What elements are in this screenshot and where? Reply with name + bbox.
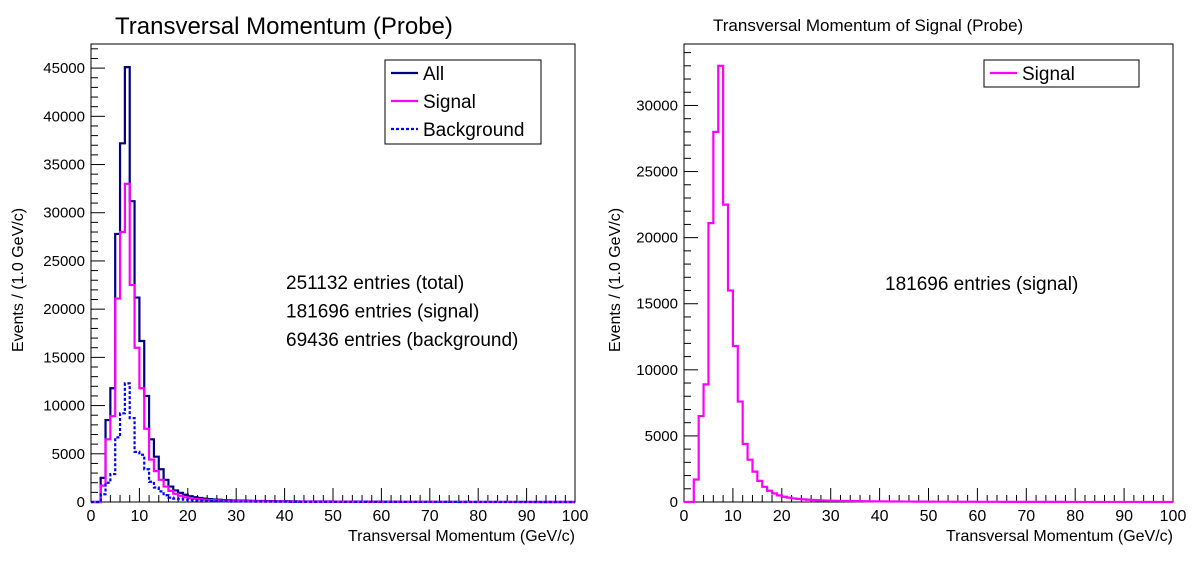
y-tick-label: 10000: [636, 362, 678, 379]
x-axis-label: Transversal Momentum (GeV/c): [348, 528, 575, 545]
x-tick-label: 60: [373, 508, 391, 525]
x-tick-label: 80: [469, 508, 487, 525]
y-tick-label: 20000: [43, 301, 85, 318]
y-axis-label: Events / (1.0 GeV/c): [10, 208, 27, 352]
legend-label-signal: Signal: [1022, 64, 1075, 85]
legend-label-signal: Signal: [423, 92, 476, 113]
x-tick-label: 70: [421, 508, 439, 525]
plot-frame: [683, 43, 1174, 503]
y-axis-label: Events / (1.0 GeV/c): [607, 208, 624, 352]
x-tick-label: 10: [724, 508, 742, 525]
y-tick-label: 10000: [43, 398, 85, 415]
entries-annotation: 181696 entries (signal): [286, 302, 479, 323]
x-tick-label: 80: [1066, 508, 1084, 525]
x-tick-label: 100: [562, 508, 589, 525]
x-tick-label: 20: [179, 508, 197, 525]
x-tick-label: 60: [969, 508, 987, 525]
x-tick-label: 40: [871, 508, 889, 525]
legend-label-background: Background: [423, 120, 524, 141]
y-tick-label: 15000: [43, 349, 85, 366]
x-tick-label: 0: [680, 508, 689, 525]
x-tick-label: 50: [324, 508, 342, 525]
y-tick-label: 0: [77, 494, 85, 511]
x-tick-label: 30: [227, 508, 245, 525]
panel-signal: 0 10 20 30 40 50 60 70 80 90 100 0 5000 10000 15000 200…: [607, 16, 1186, 545]
x-tick-label: 90: [518, 508, 536, 525]
chart-title: Transversal Momentum (Probe): [115, 13, 453, 40]
x-tick-label: 30: [822, 508, 840, 525]
series-signal-histogram: [684, 64, 1173, 504]
entries-annotation: 69436 entries (background): [286, 330, 518, 351]
x-tick-label: 90: [1115, 508, 1133, 525]
y-tick-label: 35000: [43, 157, 85, 174]
x-tick-label: 0: [87, 508, 96, 525]
x-tick-label: 40: [276, 508, 294, 525]
chart-title: Transversal Momentum of Signal (Probe): [713, 16, 1023, 35]
x-tick-label: 50: [920, 508, 938, 525]
y-tick-label: 20000: [636, 230, 678, 247]
y-tick-label: 15000: [636, 296, 678, 313]
y-tick-label: 40000: [43, 108, 85, 125]
x-tick-label: 100: [1160, 508, 1187, 525]
x-axis-label: Transversal Momentum (GeV/c): [946, 528, 1173, 545]
panel-total: 0 10 20 30 40 50 60 70 80 90 100 0 5000 10000 15000 200…: [10, 13, 588, 545]
y-tick-label: 30000: [43, 205, 85, 222]
legend-label-all: All: [423, 64, 444, 85]
y-tick-label: 5000: [645, 428, 678, 445]
y-tick-label: 25000: [43, 253, 85, 270]
x-tick-label: 20: [773, 508, 791, 525]
y-tick-label: 45000: [43, 60, 85, 77]
entries-annotation: 181696 entries (signal): [885, 274, 1078, 295]
y-tick-label: 0: [670, 494, 678, 511]
y-tick-label: 5000: [52, 446, 85, 463]
x-tick-label: 70: [1017, 508, 1035, 525]
x-tick-label: 10: [131, 508, 149, 525]
y-tick-label: 30000: [636, 97, 678, 114]
y-tick-label: 25000: [636, 164, 678, 181]
entries-annotation: 251132 entries (total): [286, 273, 464, 294]
